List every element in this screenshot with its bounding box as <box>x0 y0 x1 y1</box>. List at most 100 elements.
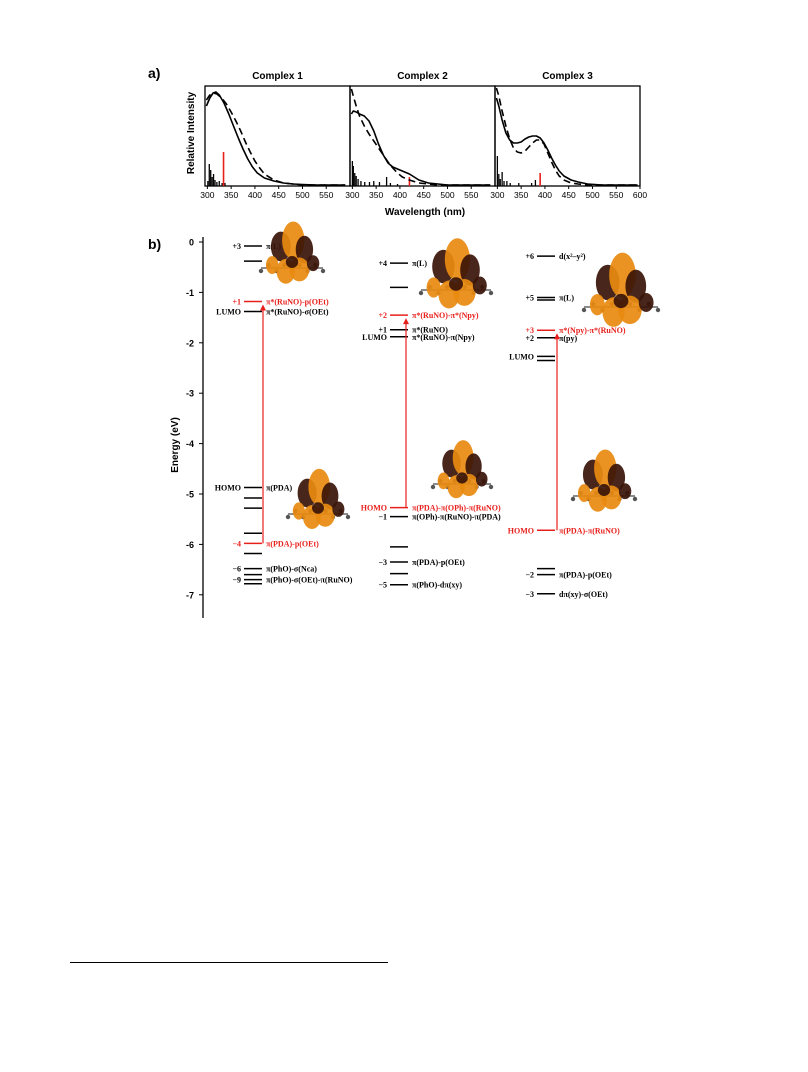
level-tag: +5 <box>525 293 534 302</box>
orbital-lobe <box>437 472 450 490</box>
orbital-lobe <box>456 472 468 484</box>
energy-tick-label: -1 <box>186 288 194 298</box>
orbital-lobe <box>618 483 632 500</box>
level-tag: +2 <box>525 334 534 343</box>
level-tag: −9 <box>232 576 241 585</box>
x-tick-label: 400 <box>538 190 552 200</box>
x-tick-label: 500 <box>585 190 599 200</box>
atom <box>320 268 326 274</box>
homo-orbital-complex-1 <box>285 468 351 529</box>
orbital-lobe <box>589 294 605 316</box>
orbital-lobe <box>292 502 305 520</box>
orbital-lobe <box>460 254 480 286</box>
level-tag: +6 <box>525 252 534 261</box>
level-label: π(PDA)-p(OEt) <box>559 571 612 580</box>
orbital-lobe <box>306 255 320 272</box>
transition-arrowhead <box>554 333 560 340</box>
level-tag: +3 <box>525 326 534 335</box>
orbital-lobe <box>426 277 441 298</box>
level-label: π*(RuNO)-π*(Npy) <box>412 311 479 320</box>
orbital-lobe <box>312 502 324 514</box>
orbital-lobe <box>265 256 279 275</box>
level-label: π(PhO)-dπ(xy) <box>412 581 462 590</box>
orbital-lobe <box>607 463 626 492</box>
level-label: π(PDA) <box>266 483 292 492</box>
orbital-column-complex-2: +4 π(L) +2 π*(RuNO)-π*(Npy) +1 π*(RuNO) LUMO π*… <box>361 259 501 590</box>
footnote-rule <box>70 962 388 963</box>
x-tick-label: 550 <box>609 190 623 200</box>
spectrum-complex-2: Complex 2 300 350 400 450 500 550 <box>345 71 496 200</box>
orbital-column-complex-1: +3π(L)+1π*(RuNO)-p(OEt)LUMOπ*(RuNO)-σ(OE… <box>215 242 353 585</box>
level-label: π(L) <box>559 293 574 302</box>
x-tick-label: 450 <box>562 190 576 200</box>
x-tick-label: 500 <box>295 190 309 200</box>
level-label: π(PhO)-σ(OEt)-π(RuNO) <box>266 576 353 585</box>
level-label: π*(RuNO)-p(OEt) <box>266 297 329 306</box>
x-tick-label: 350 <box>369 190 383 200</box>
spectrum-title: Complex 1 <box>252 71 303 82</box>
x-tick-label: 500 <box>440 190 454 200</box>
energy-axis: 0 -1 -2 -3 -4 -5 -6 -7 <box>186 237 204 618</box>
level-tag: −3 <box>525 590 534 599</box>
level-tag: HOMO <box>361 504 387 513</box>
level-tag: −5 <box>378 581 387 590</box>
orbital-lobe <box>285 256 299 268</box>
level-tag: +1 <box>232 297 241 306</box>
level-label: dπ(xy)-σ(OEt) <box>559 590 608 599</box>
plot-frame <box>349 85 496 187</box>
level-tag: +3 <box>232 242 241 251</box>
x-tick-label: 550 <box>464 190 478 200</box>
panel-a-spectra: a) Relative Intensity Wavelength (nm) Co… <box>148 65 647 218</box>
energy-tick-label: -4 <box>186 439 194 449</box>
level-label: π*(Npy)-π*(RuNO) <box>559 326 626 335</box>
plot-frame <box>494 85 641 187</box>
lumo-orbital-complex-3 <box>581 252 661 327</box>
level-tag: LUMO <box>216 308 241 317</box>
orbital-lobe <box>475 471 488 487</box>
x-tick-label: 350 <box>514 190 528 200</box>
orbital-column-complex-3: +6 d(x²–y²) +5 π(L) +3 π*(Npy)-π*(RuNO) +2 π(py… <box>508 252 626 599</box>
calculated-spectrum-line <box>495 87 638 186</box>
transition-arrowhead <box>260 304 266 311</box>
x-tick-label: 450 <box>417 190 431 200</box>
x-tick-label: 550 <box>319 190 333 200</box>
level-label: π(OPh)-π(RuNO)-π(PDA) <box>412 513 501 522</box>
panel-a-ylabel: Relative Intensity <box>186 91 197 174</box>
lumo-orbital-complex-1 <box>258 221 326 284</box>
level-label: π(PDA)-p(OEt) <box>412 558 465 567</box>
level-tag: HOMO <box>508 526 534 535</box>
orbital-lobe <box>613 293 629 309</box>
energy-tick-label: -3 <box>186 389 194 399</box>
orbital-lobe <box>472 276 487 295</box>
level-label: π(PhO)-σ(Nca) <box>266 565 317 574</box>
energy-tick-label: -2 <box>186 338 194 348</box>
experimental-spectrum-line <box>350 110 491 186</box>
spectrum-title: Complex 2 <box>397 71 448 82</box>
spectrum-title: Complex 3 <box>542 71 593 82</box>
experimental-spectrum-line <box>495 97 638 186</box>
level-tag: −3 <box>378 558 387 567</box>
level-tag: −6 <box>232 565 241 574</box>
atom <box>488 290 494 296</box>
atom <box>488 484 494 490</box>
atom <box>345 514 351 520</box>
atom <box>430 484 436 490</box>
level-tag: +1 <box>378 326 387 335</box>
x-tick-label: 300 <box>200 190 214 200</box>
atom <box>632 496 638 502</box>
spectrum-complex-3: Complex 3 300 350 400 450 500 550 600 <box>490 71 647 200</box>
x-tick-label: 450 <box>272 190 286 200</box>
orbital-lobe <box>625 269 647 303</box>
atom <box>655 307 661 313</box>
orbital-lobe <box>577 484 591 503</box>
atom <box>418 290 424 296</box>
level-label: d(x²–y²) <box>559 252 586 261</box>
level-tag: −4 <box>232 539 241 548</box>
panel-a-xlabel: Wavelength (nm) <box>385 207 465 218</box>
homo-orbital-complex-3 <box>570 449 638 512</box>
level-label: π*(RuNO) <box>412 326 448 335</box>
transition-arrowhead <box>403 318 409 325</box>
x-tick-label: 400 <box>393 190 407 200</box>
spectrum-complex-1: Complex 1 300 350 400 450 500 550 <box>200 71 351 200</box>
energy-tick-label: -7 <box>186 590 194 600</box>
